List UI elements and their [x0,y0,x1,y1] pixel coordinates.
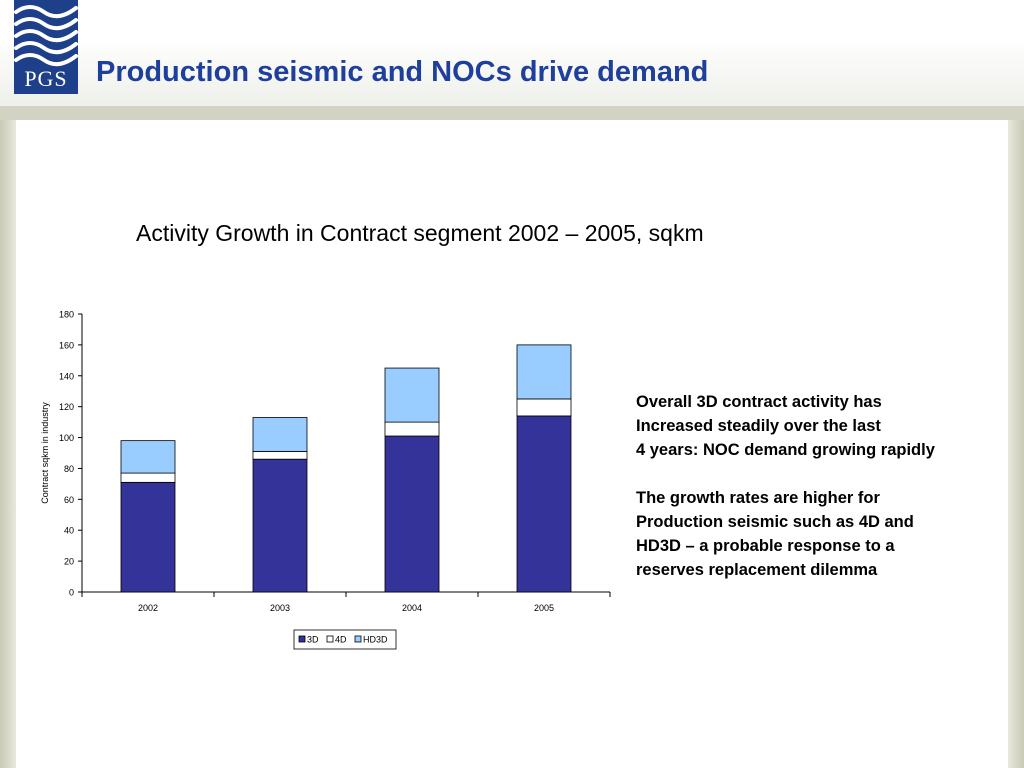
bar-4d-2004 [384,421,440,437]
slide-title: Production seismic and NOCs drive demand [96,56,709,88]
legend-swatch-3d [298,635,306,643]
commentary: Overall 3D contract activity has Increas… [636,390,1016,606]
note-activity-growth: Overall 3D contract activity has Increas… [636,393,935,459]
y-tick-label: 100 [59,433,74,443]
bar-hd3d-2004 [384,367,440,423]
bar-hd3d-2002 [120,440,176,474]
y-tick-label: 140 [59,371,74,381]
legend-swatch-4d [326,635,334,643]
legend-swatch-hd3d [354,635,362,643]
bar-3d-2004 [384,435,440,593]
x-tick-label: 2003 [270,603,290,613]
y-tick-label: 160 [59,340,74,350]
y-axis-title: Contract sqkm in industry [40,402,50,504]
slide-header [0,0,1024,106]
y-tick-label: 20 [64,557,74,567]
chart-title: Activity Growth in Contract segment 2002… [136,220,704,246]
pgs-logo: PGS [14,0,78,94]
bar-4d-2002 [120,472,176,483]
wave-logo-icon [14,5,78,67]
x-tick-label: 2002 [138,603,158,613]
y-tick-label: 0 [69,588,74,598]
y-tick-label: 40 [64,526,74,536]
bar-4d-2005 [516,398,572,417]
y-tick-label: 80 [64,464,74,474]
bar-3d-2002 [120,481,176,593]
y-tick-label: 120 [59,402,74,412]
legend-label-4d: 4D [335,635,347,645]
legend-label-hd3d: HD3D [363,635,388,645]
legend-label-3d: 3D [307,635,319,645]
logo-text: PGS [24,66,68,91]
y-tick-label: 60 [64,495,74,505]
bar-3d-2003 [252,458,308,593]
x-tick-label: 2005 [534,603,554,613]
bar-hd3d-2005 [516,344,572,400]
header-divider-band [0,106,1024,120]
bar-hd3d-2003 [252,417,308,452]
x-tick-label: 2004 [402,603,422,613]
bar-4d-2003 [252,451,308,460]
note-growth-rates: The growth rates are higher for Producti… [636,489,914,579]
content-panel [16,120,1008,768]
bar-3d-2005 [516,415,572,593]
y-tick-label: 180 [59,310,74,320]
legend-box [293,629,397,650]
